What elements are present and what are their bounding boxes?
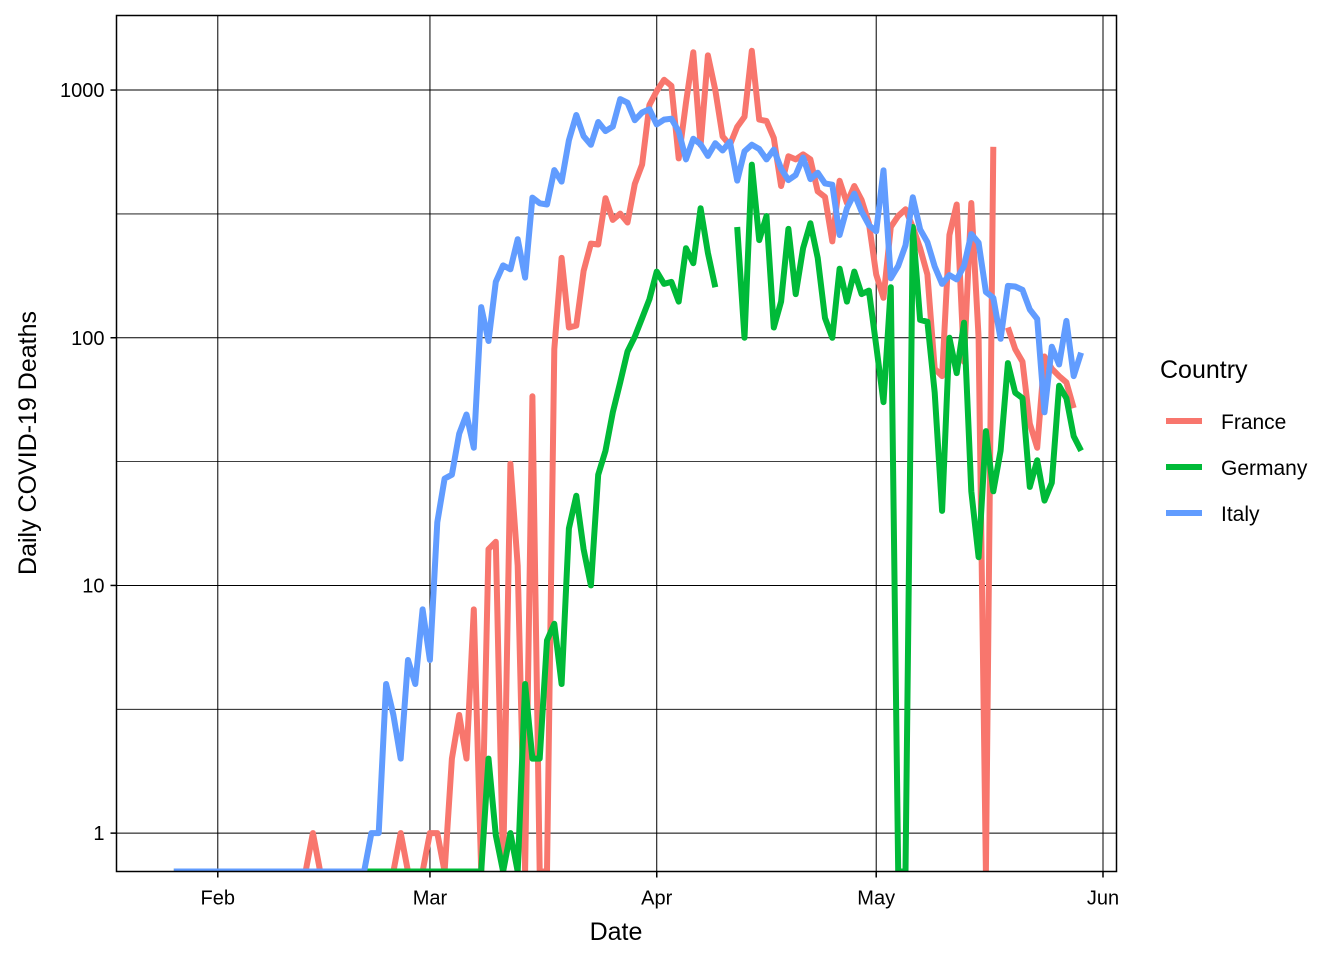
y-tick-label: 10 <box>82 575 104 597</box>
plot-area <box>173 47 1084 872</box>
y-tick-label: 1 <box>93 823 104 845</box>
series-line-italy <box>173 96 1084 872</box>
x-tick-label: Apr <box>641 888 672 910</box>
y-axis: 1 10 100 1000 <box>60 80 117 845</box>
x-tick-label: Mar <box>413 888 448 910</box>
series-line-germany <box>173 161 1084 872</box>
y-tick-label: 100 <box>71 328 104 350</box>
legend-label-italy: Italy <box>1221 503 1260 526</box>
gridlines <box>116 15 1117 872</box>
legend: Country France Germany Italy <box>1160 356 1308 526</box>
x-tick-label: Jun <box>1087 888 1119 910</box>
series-lines <box>173 47 1084 872</box>
x-tick-label: Feb <box>201 888 235 910</box>
legend-title: Country <box>1160 356 1248 384</box>
y-tick-label: 1000 <box>60 80 105 102</box>
x-tick-label: May <box>857 888 895 910</box>
legend-label-france: France <box>1221 411 1286 434</box>
x-axis: Feb Mar Apr May Jun <box>201 871 1119 910</box>
legend-label-germany: Germany <box>1221 457 1308 480</box>
plot-border <box>115 14 1118 873</box>
x-axis-title: Date <box>590 918 643 946</box>
y-axis-title: Daily COVID-19 Deaths <box>14 311 42 575</box>
